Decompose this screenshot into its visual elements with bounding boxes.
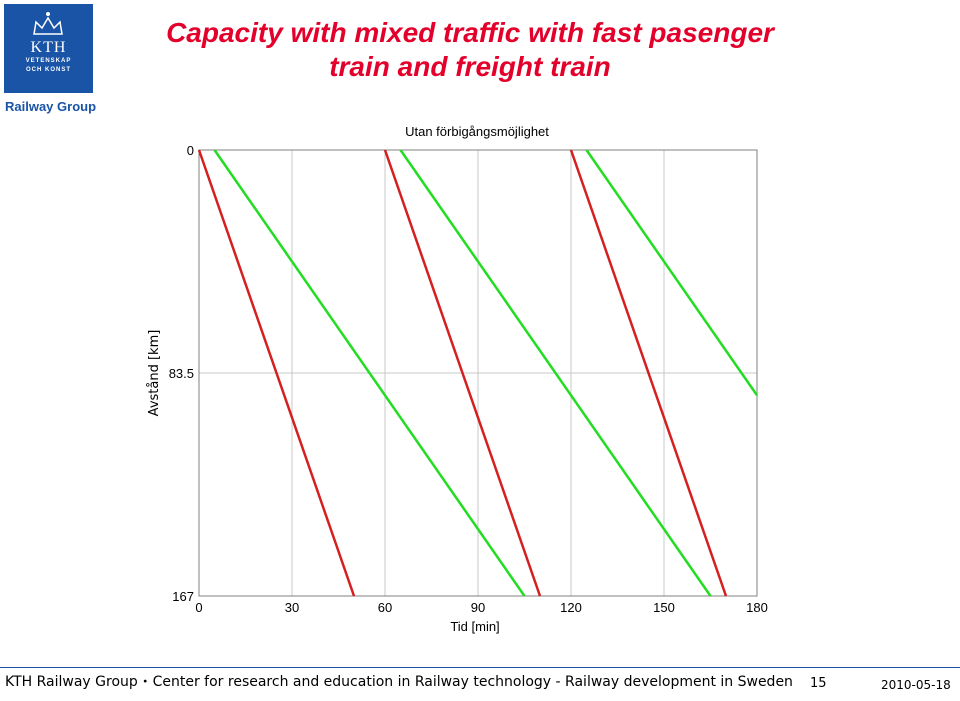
footer-bullet: • [142, 676, 149, 688]
train-path-line [213, 149, 526, 597]
train-path-line [197, 149, 356, 597]
logo-line-2: VETENSKAP [25, 58, 72, 64]
slide-date: 2010-05-18 [881, 678, 951, 692]
chart-title: Utan förbigångsmöjlighet [405, 124, 549, 139]
group-label: Railway Group [5, 99, 97, 114]
grid-lines [199, 150, 757, 596]
train-path-line [569, 149, 728, 597]
x-tick-label: 120 [560, 600, 582, 615]
page-number: 15 [810, 676, 827, 691]
train-path-line [399, 149, 712, 597]
footer-description: Center for research and education in Rai… [152, 674, 793, 690]
y-tick-label: 0 [187, 143, 194, 158]
x-tick-label: 180 [746, 600, 768, 615]
plot-frame [198, 149, 758, 597]
y-axis-label: Avstånd [km] [147, 330, 162, 417]
series-layer [197, 149, 759, 597]
train-path-line [585, 149, 759, 397]
slide-title: Capacity with mixed traffic with fast pa… [166, 17, 774, 82]
x-axis-label: Tid [min] [450, 619, 499, 634]
kth-logo: KTH VETENSKAP OCH KONST [4, 4, 93, 93]
x-tick-label: 60 [378, 600, 392, 615]
chart: 0 30 60 90 120 150 180 0 83.5 167 Utan förbigångs… [147, 124, 768, 634]
logo-line-3: OCH KONST [26, 67, 71, 73]
footer-group: KTH Railway Group [5, 674, 138, 690]
x-tick-label: 150 [653, 600, 675, 615]
y-tick-label: 167 [172, 589, 194, 604]
crown-icon [33, 12, 63, 35]
x-tick-label: 0 [195, 600, 202, 615]
x-tick-label: 30 [285, 600, 299, 615]
train-path-line [383, 149, 542, 597]
tick-labels: 0 30 60 90 120 150 180 0 83.5 167 [169, 143, 768, 615]
footer-divider [0, 667, 960, 668]
x-tick-label: 90 [471, 600, 485, 615]
logo-kth-text: KTH [30, 39, 67, 56]
y-tick-label: 83.5 [169, 366, 194, 381]
footer-text: KTH Railway Group • Center for research … [5, 674, 793, 690]
